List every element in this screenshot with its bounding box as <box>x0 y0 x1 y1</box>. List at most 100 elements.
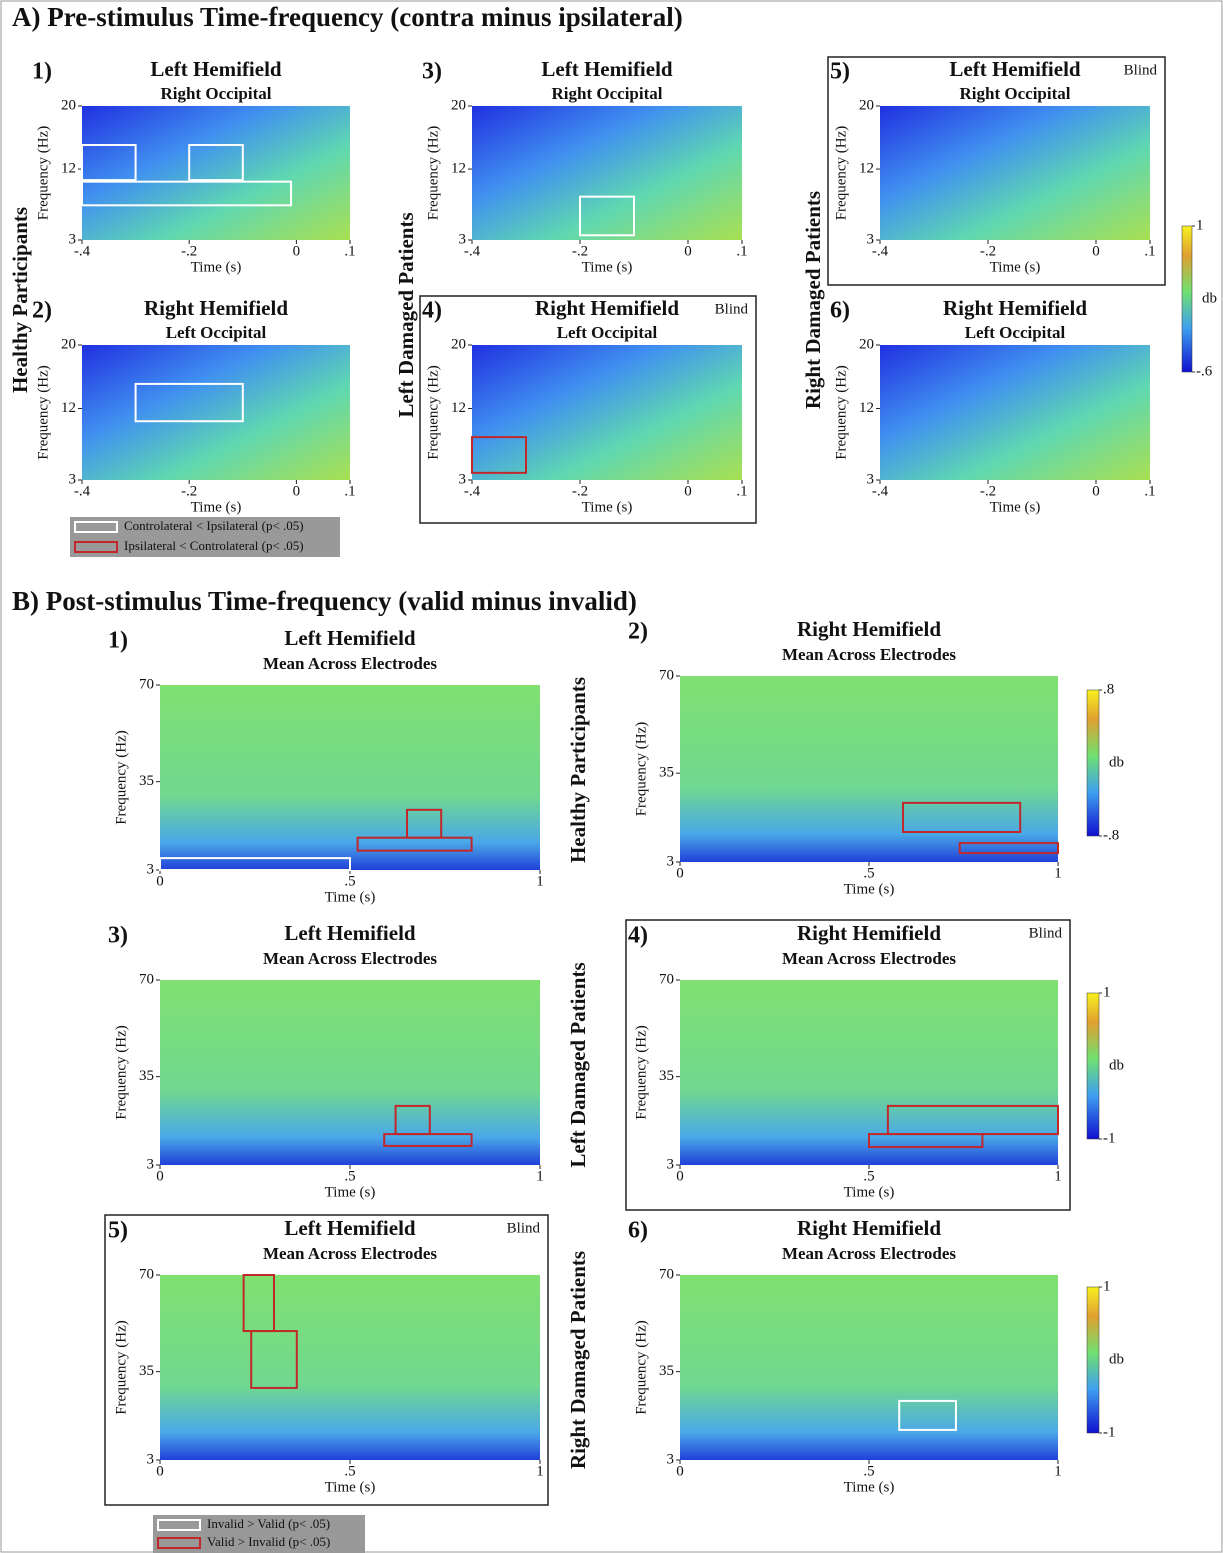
legend-label: Valid > Invalid (p< .05) <box>207 1534 330 1549</box>
group-label: Left Damaged Patients <box>394 212 418 417</box>
y-tick-label: 3 <box>867 231 875 247</box>
significance-box <box>394 1104 431 1136</box>
x-tick-label: 0 <box>156 1463 164 1479</box>
group-label: Right Damaged Patients <box>566 1251 590 1469</box>
colorbar-label: db <box>1109 1057 1124 1073</box>
y-tick-label: 12 <box>859 400 874 416</box>
panel-title: Right Hemifield <box>797 1216 941 1240</box>
y-tick-label: 20 <box>859 97 874 113</box>
heatmap <box>472 106 742 240</box>
y-axis-label: Frequency (Hz) <box>833 365 849 460</box>
x-tick-label: 1 <box>536 873 544 889</box>
x-tick-label: 0 <box>676 1463 684 1479</box>
y-axis-label: Frequency (Hz) <box>425 126 441 221</box>
x-tick-label: -.2 <box>980 483 996 499</box>
heatmap <box>880 345 1150 480</box>
y-tick-label: 20 <box>451 336 466 352</box>
x-axis-label: Time (s) <box>990 259 1041 275</box>
colorbar-label: db <box>1202 290 1217 306</box>
colorbar-tick-label: -1 <box>1103 1130 1116 1146</box>
x-axis-label: Time (s) <box>191 499 242 515</box>
significance-box <box>81 180 293 207</box>
group-label: Healthy Participants <box>8 207 32 393</box>
panel-subtitle: Left Occipital <box>166 323 267 342</box>
legend-swatch <box>157 1519 201 1531</box>
x-tick-label: -.4 <box>74 483 91 499</box>
x-axis-label: Time (s) <box>582 259 633 275</box>
panel-subtitle: Right Occipital <box>161 84 272 103</box>
y-axis-label: Frequency (Hz) <box>833 126 849 221</box>
x-axis-label: Time (s) <box>582 499 633 515</box>
y-tick-label: 12 <box>61 160 76 176</box>
legend-label: Ipsilateral < Controlateral (p< .05) <box>124 538 304 553</box>
panel-title: Left Hemifield <box>541 57 673 81</box>
x-tick-label: 1 <box>536 1168 544 1184</box>
x-tick-label: -.2 <box>980 243 996 259</box>
significance-box <box>250 1330 298 1389</box>
y-axis-label: Frequency (Hz) <box>425 365 441 460</box>
panel-title: Right Hemifield <box>797 617 941 641</box>
x-tick-label: .1 <box>344 483 355 499</box>
colorbar-label: db <box>1109 1351 1124 1367</box>
x-tick-label: .1 <box>344 243 355 259</box>
legend-label: Controlateral < Ipsilateral (p< .05) <box>124 518 304 533</box>
section-heading: B) Post-stimulus Time-frequency (valid m… <box>12 586 637 616</box>
panel-number: 6) <box>830 298 850 324</box>
x-tick-label: 1 <box>1054 1168 1062 1184</box>
panel-subtitle: Mean Across Electrodes <box>263 1244 437 1263</box>
blind-frame <box>625 919 1071 1211</box>
y-tick-label: 35 <box>139 1363 154 1379</box>
y-tick-label: 12 <box>451 160 466 176</box>
x-tick-label: 0 <box>293 483 301 499</box>
blind-frame <box>827 56 1166 286</box>
y-axis-label: Frequency (Hz) <box>35 126 51 221</box>
x-tick-label: .5 <box>344 1168 355 1184</box>
y-tick-label: 70 <box>659 1266 674 1282</box>
y-tick-label: 20 <box>61 97 76 113</box>
y-tick-label: 35 <box>659 765 674 781</box>
y-tick-label: 3 <box>667 853 675 869</box>
significance-box <box>471 436 527 474</box>
x-tick-label: .1 <box>736 243 747 259</box>
x-axis-label: Time (s) <box>325 1184 376 1200</box>
heatmap <box>160 685 540 870</box>
x-axis-label: Time (s) <box>844 881 895 897</box>
x-axis-label: Time (s) <box>990 499 1041 515</box>
panel-number: 2) <box>628 619 648 645</box>
panel-number: 4) <box>422 298 442 324</box>
panel-number: 2) <box>32 298 52 324</box>
panel-subtitle: Mean Across Electrodes <box>782 949 956 968</box>
significance-box <box>188 144 244 182</box>
significance-box <box>134 382 244 423</box>
x-tick-label: -.2 <box>572 243 588 259</box>
y-tick-label: 12 <box>451 400 466 416</box>
colorbar-tick-label: 1 <box>1196 217 1204 233</box>
y-tick-label: 3 <box>69 471 77 487</box>
significance-box <box>579 195 635 237</box>
y-tick-label: 3 <box>147 1156 155 1172</box>
y-tick-label: 35 <box>139 1068 154 1084</box>
x-tick-label: -.4 <box>872 243 889 259</box>
legend-box <box>153 1515 365 1553</box>
legend-swatch <box>74 541 118 553</box>
x-tick-label: 0 <box>1092 483 1100 499</box>
panel-title: Right Hemifield <box>144 296 288 320</box>
panel-subtitle: Right Occipital <box>960 84 1071 103</box>
heatmap <box>160 980 540 1165</box>
panel-subtitle: Left Occipital <box>965 323 1066 342</box>
group-label: Left Damaged Patients <box>566 962 590 1167</box>
y-axis-label: Frequency (Hz) <box>633 722 649 817</box>
panel-title: Left Hemifield <box>150 57 282 81</box>
panel-title: Right Hemifield <box>797 921 941 945</box>
y-tick-label: 35 <box>659 1363 674 1379</box>
group-label: Right Damaged Patients <box>801 191 825 409</box>
x-tick-label: -.2 <box>181 483 197 499</box>
x-tick-label: -.2 <box>181 243 197 259</box>
panel-subtitle: Mean Across Electrodes <box>263 949 437 968</box>
x-axis-label: Time (s) <box>191 259 242 275</box>
y-tick-label: 20 <box>451 97 466 113</box>
panel-number: 5) <box>830 59 850 85</box>
y-tick-label: 3 <box>667 1156 675 1172</box>
